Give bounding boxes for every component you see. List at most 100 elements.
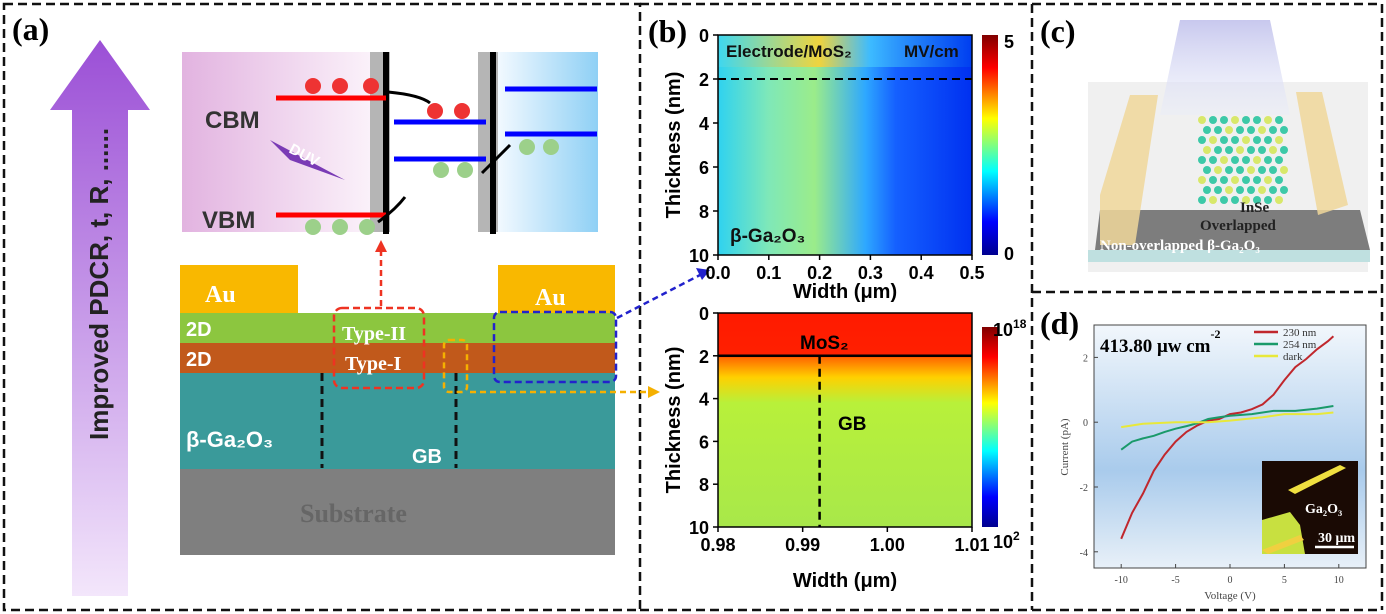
atom xyxy=(1203,166,1211,174)
type-ii-label: Type-II xyxy=(342,323,406,345)
ga2o3-label: β-Ga₂O₃ xyxy=(186,427,273,452)
atom xyxy=(1225,146,1233,154)
atom xyxy=(1231,176,1239,184)
cbm-label: CBM xyxy=(205,107,260,134)
atom xyxy=(1236,126,1244,134)
doping-heatmap xyxy=(718,313,972,527)
x-tick-label: 0.0 xyxy=(705,263,730,283)
bottom-2d-label: 2D xyxy=(186,349,212,371)
x-tick-label: 0.4 xyxy=(909,263,934,283)
atom xyxy=(1275,156,1283,164)
x-tick-label: 1.00 xyxy=(870,535,905,555)
colorbar-bottom-min: 10 xyxy=(993,532,1013,552)
atom xyxy=(1236,186,1244,194)
power-exponent: -2 xyxy=(1211,327,1221,341)
au-left-label: Au xyxy=(205,282,236,308)
atom xyxy=(1275,176,1283,184)
atom xyxy=(1209,136,1217,144)
atom xyxy=(1220,136,1228,144)
y-tick-label: 10 xyxy=(689,246,709,266)
type-i-label: Type-I xyxy=(345,353,402,375)
non-overlapped-label: Non-overlapped β-Ga₂O₃ xyxy=(1100,238,1260,254)
efield-heatmap xyxy=(718,35,972,255)
atom xyxy=(1269,166,1277,174)
colorbar-bottom-max-exp: 18 xyxy=(1013,317,1027,331)
x-tick-label: -10 xyxy=(1115,575,1128,586)
colorbar-top-min: 0 xyxy=(1004,244,1014,264)
colorbar-bottom xyxy=(982,327,998,527)
type-junction-box xyxy=(332,306,426,390)
inset-material-label: Ga₂O₃ xyxy=(1305,502,1342,517)
atom xyxy=(1264,136,1272,144)
atom xyxy=(1198,116,1206,124)
y-tick-label: 10 xyxy=(689,518,709,538)
y-axis-label-d: Current (pA) xyxy=(1059,418,1071,475)
y-tick-label: 0 xyxy=(699,304,709,324)
atom xyxy=(1225,166,1233,174)
atom xyxy=(1275,116,1283,124)
y-tick-label: 4 xyxy=(699,114,709,134)
atom xyxy=(1264,156,1272,164)
x-tick-label: 0.98 xyxy=(700,535,735,555)
y-tick-label: -4 xyxy=(1080,548,1088,559)
series-line-230-nm xyxy=(1120,335,1335,540)
duv-light-icon xyxy=(270,140,345,180)
panel-label-d: (d) xyxy=(1040,305,1079,341)
power-density: 413.80 μw cm xyxy=(1100,336,1211,357)
electrode-box xyxy=(492,310,618,384)
atom xyxy=(1198,196,1206,204)
colorbar-bottom-max: 10 xyxy=(993,320,1013,340)
panel-a: (a) Improved PDCR, t, R, ...... xyxy=(12,11,710,596)
atom xyxy=(1209,156,1217,164)
svg-text:413.80 μw cm-2: 413.80 μw cm-2 xyxy=(1100,327,1221,357)
y-tick-label: 8 xyxy=(699,475,709,495)
colorbar-unit: MV/cm xyxy=(904,42,959,61)
y-tick-label: 8 xyxy=(699,202,709,222)
atom xyxy=(1258,146,1266,154)
atom xyxy=(1203,186,1211,194)
atom xyxy=(1220,156,1228,164)
atom xyxy=(1247,166,1255,174)
atom xyxy=(1236,166,1244,174)
panel-label-c: (c) xyxy=(1040,13,1076,49)
ga2o3-region-label: β-Ga₂O₃ xyxy=(730,226,805,247)
atom xyxy=(1225,126,1233,134)
y-tick-label: 2 xyxy=(1083,353,1088,364)
atom xyxy=(1231,116,1239,124)
colorbar-bottom-min-exp: 2 xyxy=(1013,529,1020,543)
panel-c: (c) InSe Overlapped Non-overlapped β-Ga₂… xyxy=(1040,13,1370,272)
atom xyxy=(1231,196,1239,204)
mos2-label: MoS₂ xyxy=(800,333,849,354)
atom xyxy=(1214,146,1222,154)
x-axis-label-top: Width (μm) xyxy=(793,281,897,303)
atom xyxy=(1280,146,1288,154)
electrode-mos2-label: Electrode/MoS₂ xyxy=(726,42,852,61)
y-tick-label: 2 xyxy=(699,347,709,367)
atom xyxy=(1264,176,1272,184)
atom xyxy=(1198,136,1206,144)
improvement-arrow-icon xyxy=(50,40,150,596)
y-tick-label: 2 xyxy=(699,70,709,90)
legend-label: dark xyxy=(1283,351,1303,363)
atom xyxy=(1258,186,1266,194)
atom xyxy=(1247,126,1255,134)
colorbar-top xyxy=(982,35,998,255)
atom xyxy=(1253,156,1261,164)
y-axis-label-top: Thickness (nm) xyxy=(663,72,685,219)
y-tick-label: -2 xyxy=(1080,483,1088,494)
atom xyxy=(1209,196,1217,204)
atom xyxy=(1198,156,1206,164)
panel-label-b: (b) xyxy=(648,13,687,49)
x-tick-label: 0 xyxy=(1228,575,1233,586)
svg-text:1018: 1018 xyxy=(993,317,1027,340)
atom xyxy=(1280,186,1288,194)
y-tick-label: 6 xyxy=(699,158,709,178)
atom xyxy=(1269,186,1277,194)
atom xyxy=(1253,196,1261,204)
atom xyxy=(1247,146,1255,154)
atom xyxy=(1236,146,1244,154)
atom xyxy=(1242,196,1250,204)
inse-label: InSe xyxy=(1240,200,1270,216)
